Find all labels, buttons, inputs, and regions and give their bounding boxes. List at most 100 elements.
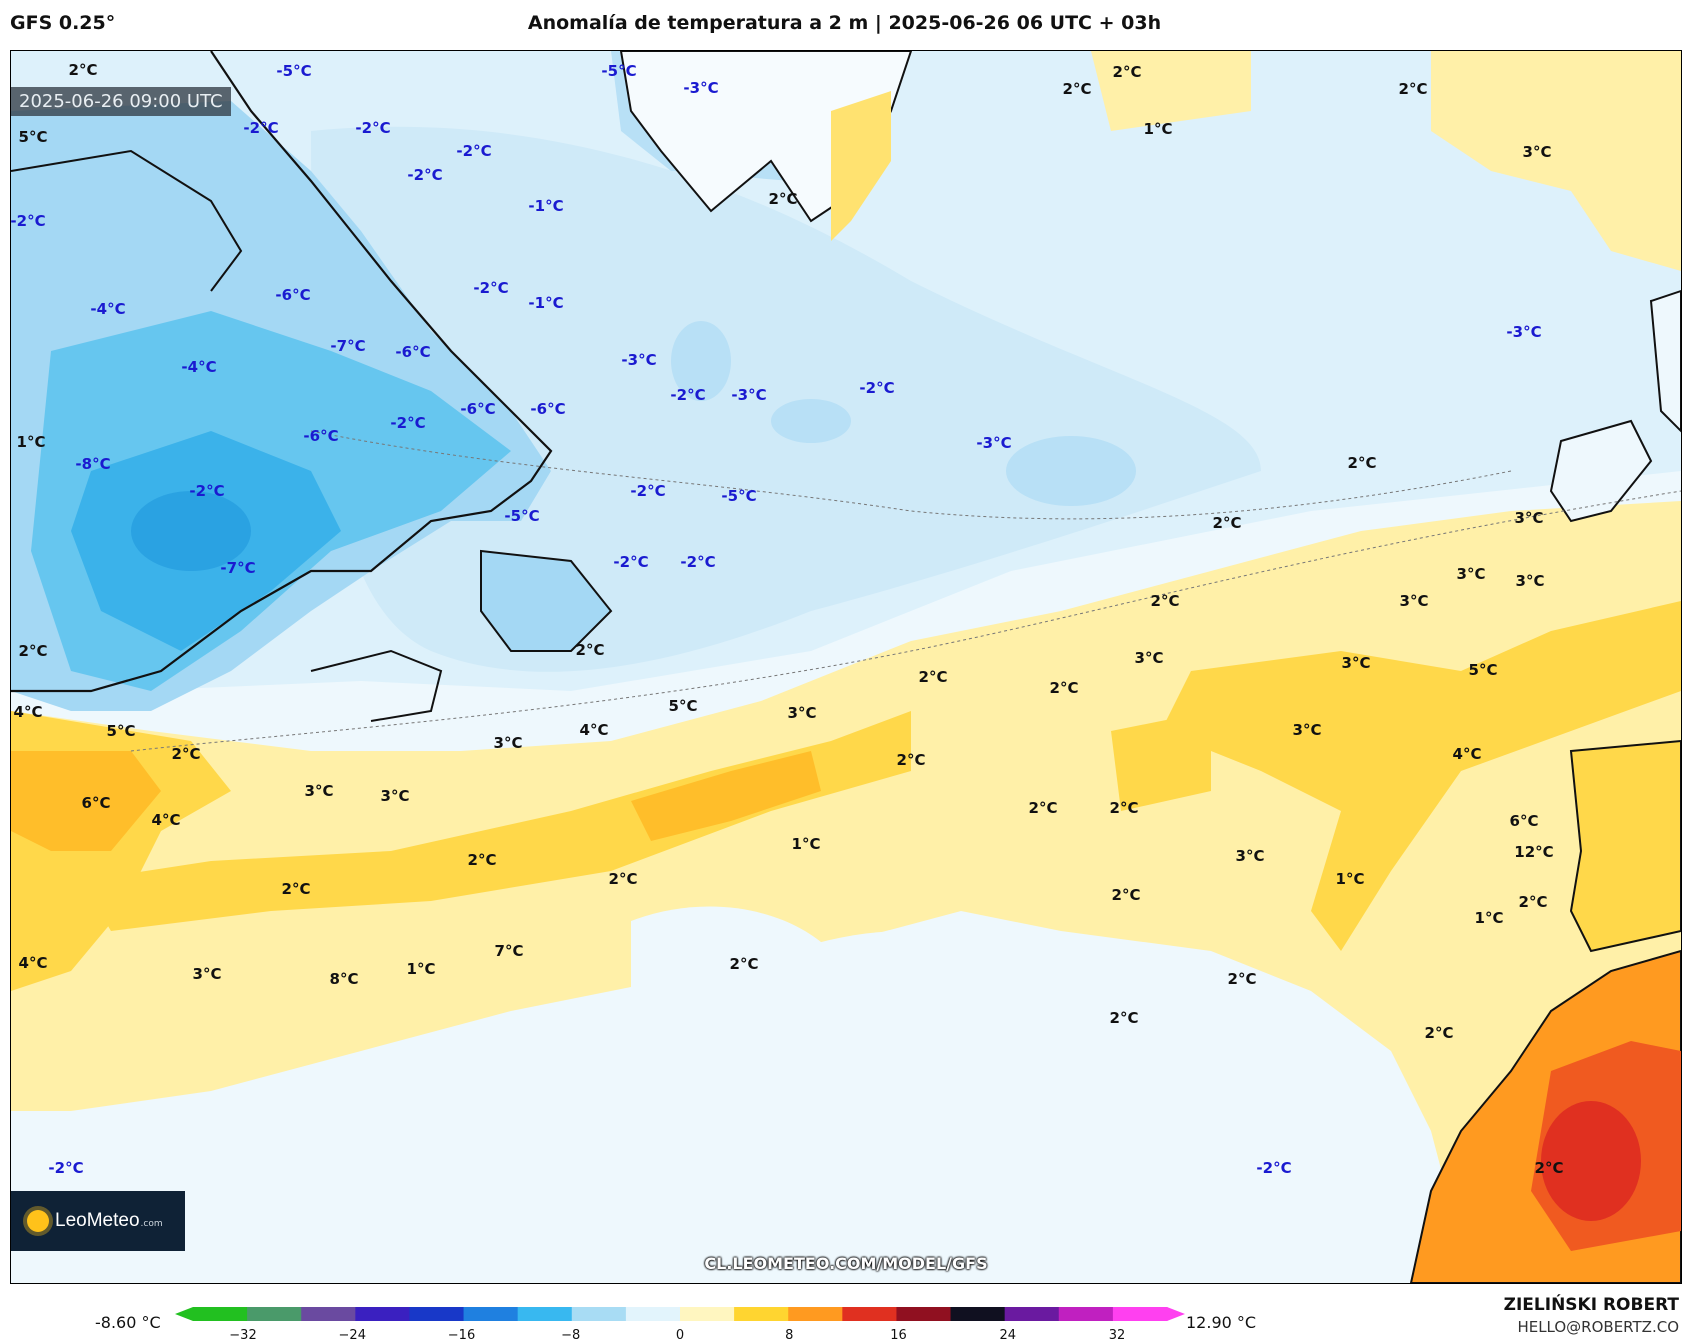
model-name: GFS 0.25° [10,12,116,34]
anomaly-label: -2°C [630,482,666,500]
anomaly-label: 6°C [81,794,111,812]
colorbar-min-arrow [175,1307,193,1321]
colorbar-tick-label: 32 [1108,1328,1126,1343]
anomaly-label: 2°C [1398,80,1428,98]
anomaly-label: 1°C [1474,909,1504,927]
colorbar-tick-label: 8 [785,1328,794,1343]
colorbar-segment [301,1307,356,1321]
anomaly-label: 1°C [791,835,821,853]
anomaly-label: 3°C [1456,565,1486,583]
anomaly-label: -2°C [355,119,391,137]
colorbar-segment [355,1307,410,1321]
colorbar-segment [680,1307,735,1321]
anomaly-label: 2°C [1518,893,1548,911]
anomaly-label: 1°C [16,433,46,451]
anomaly-label: -6°C [275,286,311,304]
anomaly-label: 3°C [1134,649,1164,667]
anomaly-label: -1°C [528,197,564,215]
anomaly-label: 3°C [192,965,222,983]
anomaly-label: -2°C [1256,1159,1292,1177]
anomaly-label: 8°C [329,970,359,988]
author-email[interactable]: HELLO@ROBERTZ.CO [1517,1318,1679,1336]
anomaly-label: 2°C [918,668,948,686]
anomaly-label: 2°C [171,745,201,763]
anomaly-label: -3°C [621,351,657,369]
anomaly-label: 3°C [380,787,410,805]
anomaly-label: 1°C [406,960,436,978]
colorbar-segment [896,1307,952,1321]
anomaly-label: 2°C [281,880,311,898]
anomaly-label: -6°C [395,343,431,361]
anomaly-label: -5°C [601,62,637,80]
colorbar-segment [1112,1307,1168,1321]
colorbar-tick-label: −32 [229,1328,257,1343]
anomaly-label: -4°C [181,358,217,376]
anomaly-label: -2°C [10,212,46,230]
colorbar-max-label: 12.90 °C [1186,1313,1257,1332]
colorbar-segment [1058,1307,1114,1321]
anomaly-label: 3°C [1514,509,1544,527]
anomaly-label: 3°C [493,734,523,752]
anomaly-label: 5°C [1468,661,1498,679]
anomaly-label: -2°C [48,1159,84,1177]
logo-suffix: .com [140,1219,163,1229]
anomaly-label: -6°C [303,427,339,445]
anomaly-label: -6°C [530,400,566,418]
colorbar-segment [625,1307,681,1321]
anomaly-label: 5°C [106,722,136,740]
anomaly-label: 2°C [1227,970,1257,988]
anomaly-label: 2°C [729,955,759,973]
colorbar-tick-label: 16 [890,1328,907,1343]
anomaly-label: 3°C [1522,143,1552,161]
anomaly-label: 7°C [494,942,524,960]
map-title: Anomalía de temperatura a 2 m | 2025-06-… [527,12,1162,34]
anomaly-label: 4°C [13,703,43,721]
anomaly-label: 2°C [896,751,926,769]
anomaly-label: 2°C [1150,592,1180,610]
colorbar-tick-label: 0 [675,1328,685,1343]
anomaly-label: 2°C [1109,799,1139,817]
anomaly-label: -3°C [976,434,1012,452]
map-panel: 2025-06-26 09:00 UTC -5°C -5°C -3°C -2°C -2°… [10,50,1682,1284]
anomaly-label: 2°C [68,61,98,79]
colorbar-tick-label: −8 [561,1328,581,1343]
colorbar-tick-label: −24 [338,1328,366,1343]
anomaly-label: -2°C [670,386,706,404]
anomaly-label: 3°C [304,782,334,800]
anomaly-label: 12°C [1514,843,1554,861]
anomaly-label: -8°C [75,455,111,473]
colorbar [175,1307,1185,1321]
anomaly-label: 3°C [1341,654,1371,672]
leometeo-logo[interactable]: LeoMeteo .com [11,1191,185,1251]
anomaly-label: 2°C [1347,454,1377,472]
anomaly-label: -2°C [680,553,716,571]
anomaly-label: 2°C [1212,514,1242,532]
anomaly-label: -5°C [504,507,540,525]
anomaly-label: 4°C [579,721,609,739]
anomaly-label: -2°C [859,379,895,397]
colorbar-segment [517,1307,573,1321]
anomaly-label: 2°C [1028,799,1058,817]
colorbar-segment [247,1307,302,1321]
anomaly-label: -2°C [407,166,443,184]
anomaly-label: 2°C [575,641,605,659]
anomaly-label: -2°C [613,553,649,571]
anomaly-label: 2°C [1534,1159,1564,1177]
anomaly-label: 5°C [668,697,698,715]
colorbar-segment [463,1307,519,1321]
colorbar-segment [950,1307,1006,1321]
anomaly-label: 3°C [1399,592,1429,610]
anomaly-label: -4°C [90,300,126,318]
anomaly-label: 2°C [1112,63,1142,81]
anomaly-label: 6°C [1509,812,1539,830]
anomaly-label: -6°C [460,400,496,418]
colorbar-tick-label: 24 [999,1328,1017,1343]
colorbar-segment [842,1307,897,1321]
anomaly-label: 4°C [151,811,181,829]
anomaly-label: 2°C [768,190,798,208]
anomaly-label: -2°C [456,142,492,160]
anomaly-label: 2°C [18,642,48,660]
colorbar-segment [1004,1307,1060,1321]
valid-time-badge: 2025-06-26 09:00 UTC [11,87,231,116]
source-url[interactable]: CL.LEOMETEO.COM/MODEL/GFS [704,1254,988,1273]
